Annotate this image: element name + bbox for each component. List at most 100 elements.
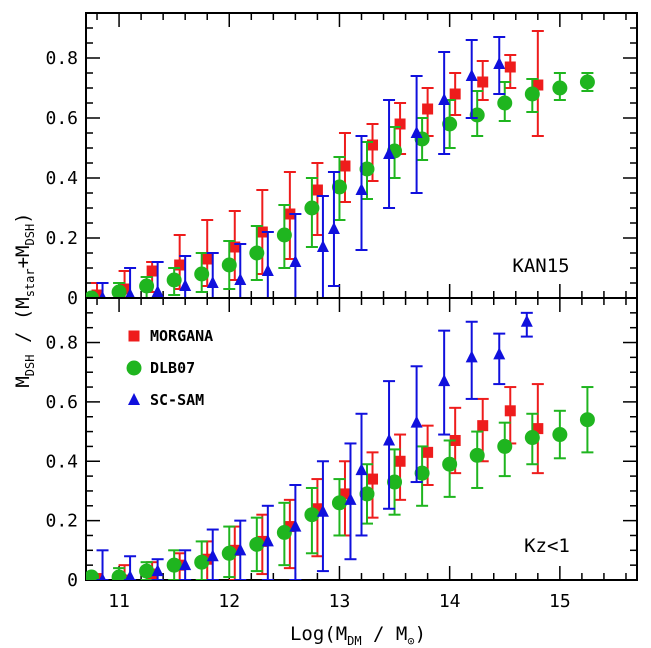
data-point-circle: [166, 557, 182, 573]
legend-marker-sc-sam: [128, 393, 140, 405]
data-point-triangle: [125, 570, 136, 580]
data-point-triangle: [261, 264, 274, 276]
data-point-triangle: [179, 558, 192, 571]
data-point-square: [504, 405, 516, 417]
data-point-triangle: [438, 93, 451, 105]
series-dlb07: [86, 72, 595, 298]
data-point-square: [174, 259, 186, 271]
data-point-triangle: [316, 240, 329, 252]
data-point-triangle: [179, 279, 192, 291]
data-point-triangle: [99, 291, 107, 298]
data-point-circle: [276, 525, 292, 541]
x-tick-label: 14: [439, 591, 461, 612]
y-tick-label: 0.2: [45, 511, 78, 532]
data-point-circle: [414, 465, 430, 481]
data-point-triangle: [206, 276, 219, 288]
data-point-circle: [497, 95, 513, 111]
data-point-circle: [524, 430, 540, 446]
data-point-square: [284, 521, 296, 533]
data-point-square: [477, 420, 489, 432]
data-point-triangle: [125, 288, 136, 298]
data-point-circle: [469, 447, 485, 463]
data-point-square: [201, 253, 213, 265]
data-point-circle: [497, 438, 513, 454]
data-point-circle: [276, 227, 292, 243]
data-point-triangle: [289, 519, 302, 532]
data-point-triangle: [410, 415, 423, 428]
legend-marker-dlb07: [126, 360, 142, 376]
data-point-triangle: [151, 564, 164, 577]
data-point-triangle: [465, 69, 478, 81]
data-point-square: [367, 473, 379, 485]
data-point-circle: [359, 161, 375, 177]
data-point-circle: [442, 116, 458, 132]
legend-label-sc-sam: SC-SAM: [150, 391, 204, 409]
data-point-circle: [86, 569, 100, 580]
data-point-square: [229, 241, 241, 253]
data-point-circle: [579, 412, 595, 428]
data-point-circle: [249, 536, 265, 552]
x-tick-label: 11: [108, 591, 130, 612]
data-point-triangle: [234, 543, 247, 556]
data-point-triangle: [355, 463, 368, 476]
data-point-triangle: [410, 126, 423, 138]
series-morgana: [91, 383, 544, 580]
data-point-triangle: [520, 314, 533, 327]
data-point-circle: [359, 486, 375, 502]
data-point-circle: [552, 427, 568, 443]
y-tick-label: 0.4: [45, 168, 78, 189]
data-point-triangle: [327, 222, 340, 234]
data-point-circle: [552, 80, 568, 96]
data-point-triangle: [383, 147, 396, 159]
legend-label-morgana: MORGANA: [150, 327, 213, 345]
data-point-circle: [331, 495, 347, 511]
data-point-circle: [111, 284, 127, 298]
legend-marker-morgana: [128, 330, 140, 342]
y-axis-title: MDSH / (Mstar+MDSH): [12, 212, 37, 387]
series-group-top: [86, 30, 595, 298]
data-point-circle: [579, 74, 595, 90]
data-point-circle: [166, 272, 182, 288]
series-dlb07: [86, 386, 595, 580]
data-point-circle: [194, 266, 210, 282]
data-point-square: [477, 76, 489, 88]
data-point-circle: [249, 245, 265, 261]
data-point-circle: [221, 545, 237, 561]
data-point-triangle: [261, 534, 274, 547]
data-point-triangle: [99, 573, 107, 580]
data-point-circle: [111, 569, 127, 580]
data-point-triangle: [438, 374, 451, 387]
x-tick-label: 13: [329, 591, 351, 612]
data-point-circle: [139, 278, 155, 294]
annotation-bottom: Kz<1: [524, 535, 570, 557]
data-point-circle: [304, 507, 320, 523]
y-tick-label: 0.6: [45, 392, 78, 413]
data-point-triangle: [206, 549, 219, 562]
data-point-square: [394, 118, 406, 130]
data-point-square: [367, 139, 379, 151]
data-point-square: [146, 265, 158, 277]
legend-label-dlb07: DLB07: [150, 359, 195, 377]
annotation-top: KAN15: [512, 255, 569, 277]
data-point-circle: [524, 86, 540, 102]
data-point-square: [339, 488, 351, 500]
data-point-square: [311, 184, 323, 196]
data-point-triangle: [465, 350, 478, 363]
y-tick-label: 0: [67, 570, 78, 591]
data-point-square: [311, 503, 323, 515]
data-point-triangle: [316, 504, 329, 517]
data-point-circle: [442, 456, 458, 472]
data-point-circle: [139, 563, 155, 579]
data-point-square: [422, 103, 434, 115]
legend: MORGANA DLB07 SC-SAM: [126, 327, 213, 409]
y-tick-label: 0.8: [45, 48, 78, 69]
data-point-triangle: [355, 183, 368, 195]
data-point-triangle: [151, 285, 164, 297]
y-tick-label: 0: [67, 288, 78, 309]
data-point-circle: [86, 290, 100, 298]
y-tick-label: 0.6: [45, 108, 78, 129]
data-point-triangle: [344, 492, 357, 505]
data-point-square: [532, 79, 544, 91]
series-sc-sam: [96, 36, 506, 298]
data-point-circle: [331, 179, 347, 195]
